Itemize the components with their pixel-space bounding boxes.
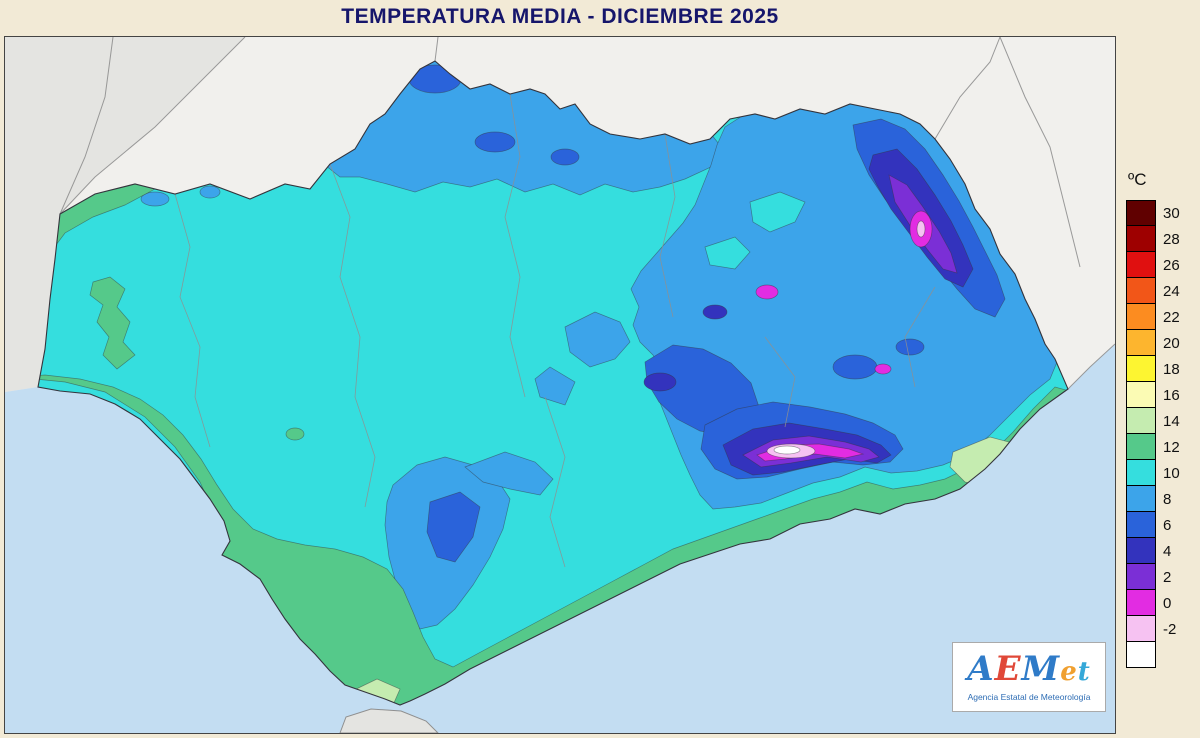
legend-row: 6 xyxy=(1126,512,1198,538)
legend-label: -2 xyxy=(1163,620,1177,638)
temperature-legend: ºC 30 28 26 24 22 20 18 16 14 12 10 8 6 4 2 0 -2 xyxy=(1126,170,1198,668)
legend-swatch xyxy=(1126,382,1156,408)
temperature-region xyxy=(285,427,305,441)
aemet-logo-word: AEMet xyxy=(967,652,1091,689)
legend-row: 16 xyxy=(1126,382,1198,408)
legend-row: 10 xyxy=(1126,460,1198,486)
temperature-region xyxy=(474,131,516,153)
legend-swatch xyxy=(1126,642,1156,668)
aemet-logo-letter: A xyxy=(967,649,995,689)
legend-label: 24 xyxy=(1163,282,1180,300)
legend-swatch xyxy=(1126,278,1156,304)
temperature-region xyxy=(755,284,779,300)
temperature-region xyxy=(749,191,806,233)
morocco-land xyxy=(339,708,439,733)
portugal-land xyxy=(5,37,245,392)
legend-label: 22 xyxy=(1163,308,1180,326)
legend-label: 0 xyxy=(1163,594,1172,612)
temperature-region xyxy=(89,276,136,370)
temperature-region xyxy=(140,191,170,207)
band-10c-holes xyxy=(704,191,806,270)
temperature-region xyxy=(199,185,221,199)
legend-row: 0 xyxy=(1126,590,1198,616)
legend-row: 14 xyxy=(1126,408,1198,434)
legend-label: 16 xyxy=(1163,386,1180,404)
legend-swatch xyxy=(1126,356,1156,382)
legend-label: 12 xyxy=(1163,438,1180,456)
legend-swatch xyxy=(1126,200,1156,226)
aemet-logo-letter: E xyxy=(994,649,1022,689)
legend-row: 24 xyxy=(1126,278,1198,304)
temperature-region xyxy=(916,220,926,238)
legend-swatch xyxy=(1126,616,1156,642)
andalusia-temperature-map xyxy=(5,37,1115,733)
legend-label: 18 xyxy=(1163,360,1180,378)
temperature-region xyxy=(643,372,677,392)
aemet-logo-letter: M xyxy=(1021,649,1061,689)
temperature-region xyxy=(773,445,801,455)
temperature-region xyxy=(895,338,925,356)
legend-row: 28 xyxy=(1126,226,1198,252)
legend-row: 30 xyxy=(1126,200,1198,226)
aemet-logo-subtitle: Agencia Estatal de Meteorología xyxy=(967,692,1091,702)
temperature-region xyxy=(702,304,728,320)
legend-swatch xyxy=(1126,538,1156,564)
legend-label: 6 xyxy=(1163,516,1172,534)
sea xyxy=(5,344,1115,733)
legend-swatch xyxy=(1126,434,1156,460)
legend-row: 20 xyxy=(1126,330,1198,356)
legend-unit-label: ºC xyxy=(1128,170,1147,189)
legend-row: 2 xyxy=(1126,564,1198,590)
legend-row: 4 xyxy=(1126,538,1198,564)
legend-swatch xyxy=(1126,564,1156,590)
temperature-region xyxy=(464,451,554,496)
aemet-logo-letter: t xyxy=(1077,657,1091,687)
legend-row: 12 xyxy=(1126,434,1198,460)
aemet-logo-letter: e xyxy=(1060,657,1078,687)
legend-swatch xyxy=(1126,590,1156,616)
neighbour-borders xyxy=(59,37,1081,268)
temperature-region xyxy=(534,366,576,406)
legend-label: 2 xyxy=(1163,568,1172,586)
legend-swatch xyxy=(1126,486,1156,512)
legend-row: 18 xyxy=(1126,356,1198,382)
legend-swatch xyxy=(1126,408,1156,434)
province-borders xyxy=(174,93,936,568)
aemet-logo: AEMet Agencia Estatal de Meteorología xyxy=(952,642,1106,712)
temperature-region xyxy=(550,148,580,166)
legend-label: 10 xyxy=(1163,464,1180,482)
legend-swatch xyxy=(1126,252,1156,278)
legend-label: 20 xyxy=(1163,334,1180,352)
legend-row: 8 xyxy=(1126,486,1198,512)
legend-label: 26 xyxy=(1163,256,1180,274)
page-title: TEMPERATURA MEDIA - DICIEMBRE 2025 xyxy=(341,5,779,28)
legend-label: 8 xyxy=(1163,490,1172,508)
legend-label: 28 xyxy=(1163,230,1180,248)
legend-row: 22 xyxy=(1126,304,1198,330)
temperature-region xyxy=(426,491,481,563)
legend-swatch xyxy=(1126,226,1156,252)
legend-swatch xyxy=(1126,304,1156,330)
legend-row xyxy=(1126,642,1198,668)
legend-label: 14 xyxy=(1163,412,1180,430)
legend-row: -2 xyxy=(1126,616,1198,642)
temperature-region xyxy=(874,363,892,375)
coastline-northeast xyxy=(1067,343,1115,390)
legend-row: 26 xyxy=(1126,252,1198,278)
legend-label: 4 xyxy=(1163,542,1172,560)
temperature-region xyxy=(704,236,751,270)
legend-swatch xyxy=(1126,460,1156,486)
band-minus2c-layer xyxy=(766,220,926,459)
temperature-region xyxy=(564,311,631,368)
temperature-region xyxy=(832,354,878,380)
legend-label: 30 xyxy=(1163,204,1180,222)
legend-swatch xyxy=(1126,330,1156,356)
andalusia-outline xyxy=(37,60,1069,706)
map-frame xyxy=(4,36,1116,734)
legend-scale: 30 28 26 24 22 20 18 16 14 12 10 8 6 4 2 0 -2 xyxy=(1126,200,1198,668)
legend-swatch xyxy=(1126,512,1156,538)
